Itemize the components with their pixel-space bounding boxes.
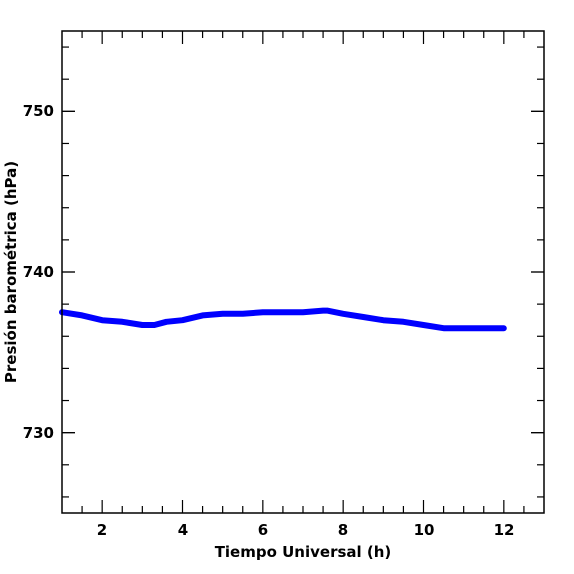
x-axis-label: Tiempo Universal (h) bbox=[215, 543, 392, 561]
y-axis-label: Presión barométrica (hPa) bbox=[2, 161, 20, 383]
major-ticks bbox=[62, 31, 544, 513]
x-tick-label: 4 bbox=[178, 521, 188, 539]
x-tick-label: 6 bbox=[258, 521, 268, 539]
x-tick-label: 10 bbox=[414, 521, 435, 539]
minor-ticks bbox=[62, 31, 544, 513]
x-tick-label: 8 bbox=[338, 521, 348, 539]
y-tick-label: 740 bbox=[23, 263, 54, 281]
y-tick-label: 750 bbox=[23, 102, 54, 120]
x-tick-label: 12 bbox=[494, 521, 515, 539]
x-tick-label: 2 bbox=[97, 521, 107, 539]
plot-frame bbox=[61, 30, 545, 514]
y-tick-label: 730 bbox=[23, 424, 54, 442]
series-line-pressure bbox=[59, 307, 507, 332]
